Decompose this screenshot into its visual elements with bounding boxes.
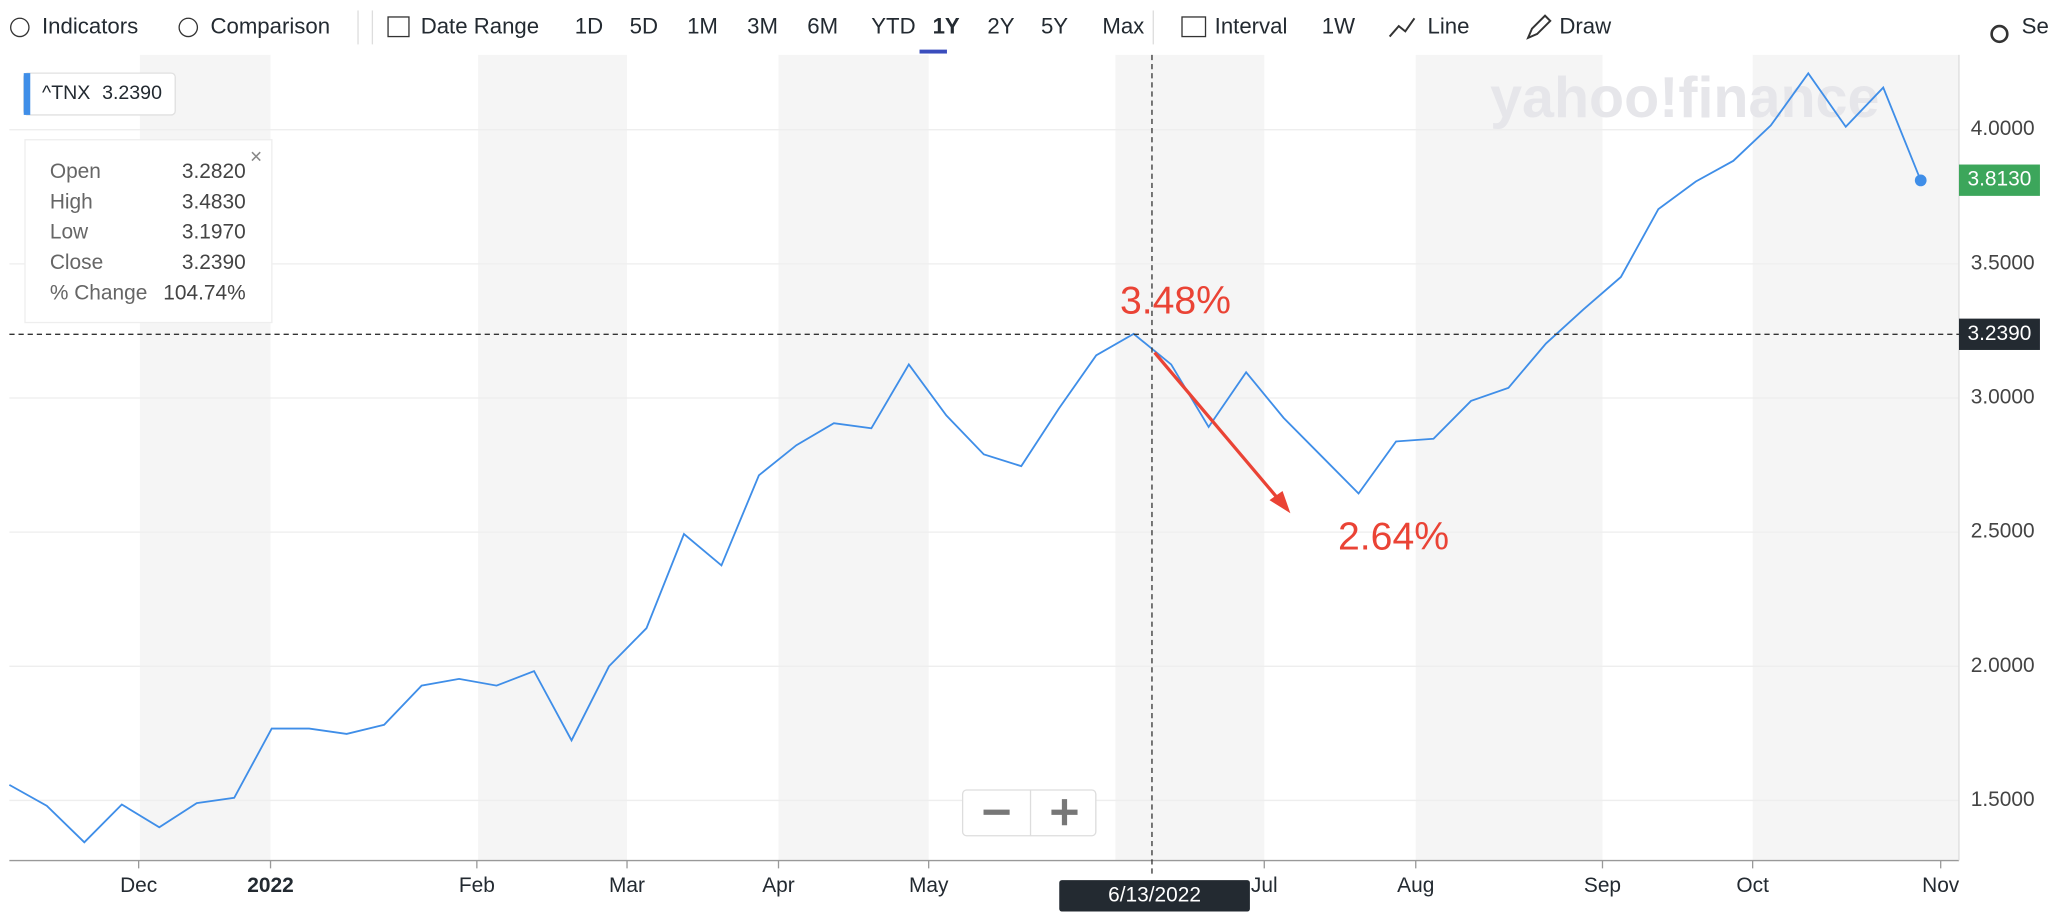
month-band <box>1115 54 1265 861</box>
tooltip-close[interactable]: × <box>250 146 262 169</box>
price-line <box>8 71 1922 844</box>
toolbar-item[interactable]: Draw <box>1559 13 1612 38</box>
y-tick-label: 1.5000 <box>1971 788 2035 811</box>
toolbar-item[interactable]: 5Y <box>1041 13 1068 38</box>
y-tick-label: 2.0000 <box>1971 654 2035 677</box>
toolbar-item[interactable]: Indicators <box>42 13 138 38</box>
x-tick-label: Nov <box>1922 874 1960 897</box>
crosshair-value: 3.2390 <box>1968 322 2032 345</box>
toolbar-item[interactable]: YTD <box>871 13 915 38</box>
y-tick-label: 4.0000 <box>1971 117 2035 140</box>
x-tick-label: Mar <box>609 874 645 897</box>
zoom-out[interactable] <box>983 809 1010 815</box>
tooltip-value: 104.74% <box>163 282 245 305</box>
x-tick-label: 2022 <box>247 874 293 897</box>
x-tick-label: Oct <box>1736 874 1769 897</box>
zoom-in[interactable] <box>1051 799 1078 826</box>
legend-symbol: ^TNX <box>42 82 90 104</box>
icon <box>1181 16 1207 38</box>
crosshair-date: 6/13/2022 <box>1108 883 1201 906</box>
icon <box>178 17 199 38</box>
month-bands <box>9 54 1959 861</box>
icon <box>1526 14 1552 40</box>
tooltip-value: 3.2820 <box>182 160 246 183</box>
icon <box>387 16 410 38</box>
tooltip-value: 3.2390 <box>182 251 246 274</box>
legend-value: 3.2390 <box>102 82 162 104</box>
x-tick-label: Feb <box>459 874 495 897</box>
x-tick-label: Apr <box>762 874 795 897</box>
arrow-head <box>1269 490 1291 514</box>
month-band <box>478 54 628 861</box>
toolbar-item[interactable]: 2Y <box>987 13 1014 38</box>
month-band <box>1415 54 1603 861</box>
toolbar-item[interactable]: Comparison <box>210 13 330 38</box>
annotation-arrow <box>1153 351 1284 506</box>
legend-swatch <box>23 73 31 115</box>
toolbar-item[interactable]: 1W <box>1322 13 1355 38</box>
toolbar-item[interactable]: Settings <box>2022 13 2048 38</box>
plot <box>8 71 1927 844</box>
x-tick-label: Jul <box>1251 874 1278 897</box>
x-tick-label: May <box>909 874 949 897</box>
toolbar-item[interactable]: Date Range <box>421 13 539 38</box>
toolbar-item[interactable]: 1M <box>687 13 718 38</box>
active-underline <box>919 49 947 54</box>
y-tick-label: 2.5000 <box>1971 520 2035 543</box>
toolbar-item[interactable]: 1D <box>575 13 603 38</box>
x-tick-label: Sep <box>1584 874 1621 897</box>
icon <box>10 17 30 38</box>
toolbar-item[interactable]: 6M <box>807 13 838 38</box>
month-band <box>778 54 929 861</box>
last-price-badge <box>1958 164 2040 196</box>
x-tick-label: Aug <box>1397 874 1434 897</box>
month-band <box>1752 54 1959 861</box>
annotation: 2.64% <box>1338 516 1449 559</box>
tooltip-label: Low <box>50 221 89 244</box>
watermark: yahoo!finance <box>1490 66 1879 130</box>
y-tick-label: 3.5000 <box>1971 251 2035 274</box>
tooltip-value: 3.1970 <box>182 221 246 244</box>
tooltip <box>24 139 273 324</box>
toolbar-item[interactable]: 3M <box>747 13 778 38</box>
tooltip-label: High <box>50 190 93 213</box>
toolbar-item[interactable]: 1Y <box>933 13 960 38</box>
toolbar-item[interactable]: Interval <box>1215 13 1288 38</box>
tooltip-label: Close <box>50 251 103 274</box>
tooltip-value: 3.4830 <box>182 190 246 213</box>
toolbar: Indicators Comparison Date Range 1D 5D 1M 3M 6M… <box>10 10 2048 54</box>
crosshair-date-badge <box>1059 880 1250 912</box>
y-tick-label: 3.0000 <box>1971 386 2035 409</box>
x-tick-label: Dec <box>120 874 157 897</box>
toolbar-item[interactable]: 5D <box>630 13 658 38</box>
crosshair-badge <box>1958 318 2040 350</box>
toolbar-item[interactable]: Line <box>1428 13 1470 38</box>
annotation: 3.48% <box>1120 279 1231 322</box>
last-price: 3.8130 <box>1968 168 2032 191</box>
icon <box>1990 24 2009 44</box>
tooltip-label: Open <box>50 160 101 183</box>
toolbar-item[interactable]: Max <box>1102 13 1144 38</box>
last-point <box>1914 174 1927 187</box>
icon <box>1388 17 1416 38</box>
tooltip-label: % Change <box>50 282 148 305</box>
